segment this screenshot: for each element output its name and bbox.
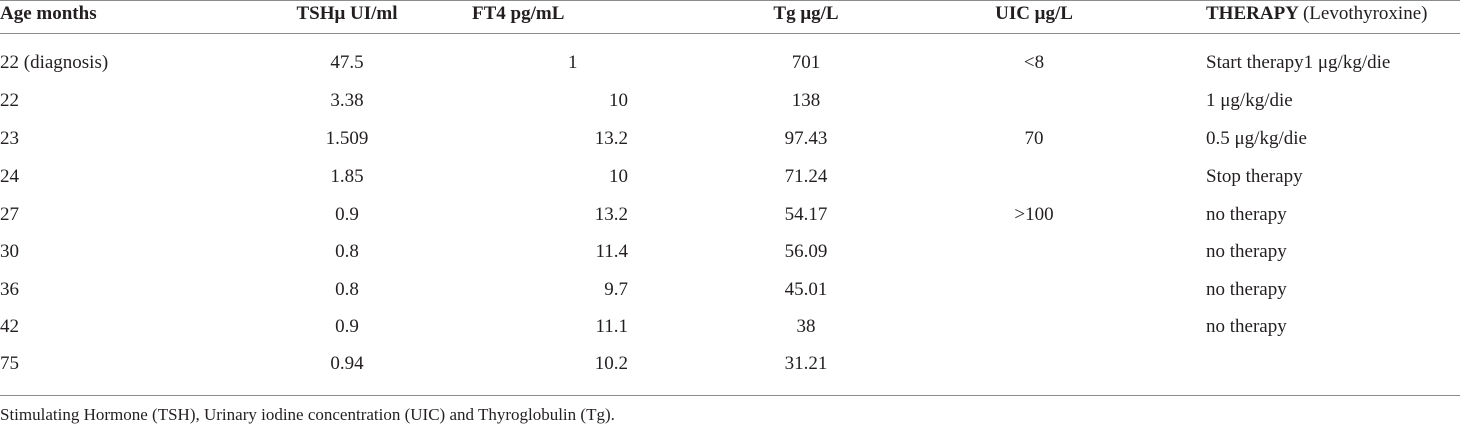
- cell-age: 27: [0, 204, 19, 225]
- cell-uic: >100: [1014, 204, 1054, 225]
- cell-therapy: 0.5 μg/kg/die: [1206, 128, 1307, 149]
- cell-ft4: 10: [609, 166, 628, 187]
- table-top-rule: [0, 0, 1460, 1]
- cell-age: 75: [0, 353, 19, 374]
- cell-tsh: 0.9: [335, 204, 359, 225]
- cell-tsh: 0.8: [335, 279, 359, 300]
- cell-therapy: 1 μg/kg/die: [1206, 90, 1293, 111]
- cell-tsh: 47.5: [330, 52, 364, 73]
- cell-tg: 38: [796, 316, 816, 337]
- cell-ft4: 11.4: [595, 241, 628, 262]
- cell-tsh: 3.38: [330, 90, 364, 111]
- cell-ft4: 13.2: [594, 128, 628, 149]
- cell-tg: 45.01: [784, 279, 828, 300]
- cell-age: 23: [0, 128, 19, 149]
- cell-ft4: 11.1: [595, 316, 628, 337]
- header-ft4: FT4 pg/mL: [472, 3, 565, 24]
- cell-tg: 56.09: [784, 241, 828, 262]
- cell-uic: 70: [1024, 128, 1044, 149]
- cell-ft4: 10.2: [594, 353, 628, 374]
- cell-age: 30: [0, 241, 19, 262]
- cell-tsh: 0.8: [335, 241, 359, 262]
- cell-therapy: no therapy: [1206, 241, 1287, 262]
- cell-ft4: 9.7: [604, 279, 628, 300]
- cell-therapy: Start therapy1 μg/kg/die: [1206, 52, 1391, 73]
- header-tg: Tg μg/L: [773, 3, 839, 24]
- header-therapy: THERAPY (Levothyroxine): [1206, 3, 1427, 25]
- table-footnote: Stimulating Hormone (TSH), Urinary iodin…: [0, 405, 615, 424]
- cell-tg: 54.17: [784, 204, 828, 225]
- header-rule: [0, 33, 1460, 34]
- cell-ft4: 1: [568, 52, 578, 73]
- cell-tg: 138: [791, 90, 821, 111]
- cell-tg: 97.43: [784, 128, 828, 149]
- header-tsh: TSHμ UI/ml: [296, 3, 398, 24]
- header-therapy-note: (Levothyroxine): [1302, 3, 1428, 24]
- cell-tsh: 1.85: [330, 166, 364, 187]
- cell-age: 24: [0, 166, 19, 187]
- cell-ft4: 10: [609, 90, 628, 111]
- header-therapy-label: THERAPY: [1206, 3, 1299, 24]
- cell-therapy: Stop therapy: [1206, 166, 1303, 187]
- cell-age: 22: [0, 90, 19, 111]
- cell-tsh: 0.94: [330, 353, 364, 374]
- cell-age: 22 (diagnosis): [0, 52, 109, 73]
- cell-tsh: 1.509: [325, 128, 369, 149]
- cell-ft4: 13.2: [594, 204, 628, 225]
- cell-uic: <8: [1023, 52, 1045, 73]
- cell-age: 36: [0, 279, 19, 300]
- cell-tg: 71.24: [784, 166, 828, 187]
- cell-therapy: no therapy: [1206, 316, 1287, 337]
- cell-tg: 31.21: [784, 353, 828, 374]
- cell-therapy: no therapy: [1206, 204, 1287, 225]
- cell-age: 42: [0, 316, 19, 337]
- table-bottom-rule: [0, 395, 1460, 396]
- cell-therapy: no therapy: [1206, 279, 1287, 300]
- header-age: Age months: [0, 3, 97, 24]
- cell-tsh: 0.9: [335, 316, 359, 337]
- cell-tg: 701: [791, 52, 821, 73]
- header-uic: UIC μg/L: [995, 3, 1073, 24]
